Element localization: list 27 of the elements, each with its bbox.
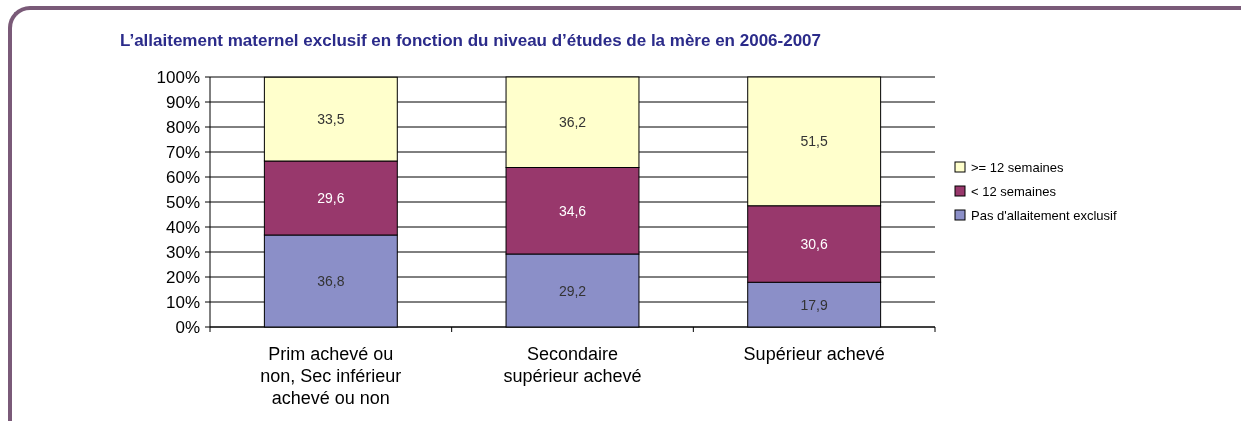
y-tick-label: 50%	[165, 193, 200, 212]
y-tick-label: 90%	[165, 93, 200, 112]
y-tick-label: 100%	[156, 68, 200, 87]
chart-title: L’allaitement maternel exclusif en fonction du niveau d’études de la mère en 2006-2007	[120, 31, 822, 50]
data-label: 30,6	[800, 236, 828, 252]
legend-label: < 12 semaines	[971, 184, 1057, 199]
data-label: 36,8	[317, 273, 345, 289]
data-label: 51,5	[800, 133, 828, 150]
data-label: 34,6	[558, 202, 587, 219]
data-label: 36,2	[558, 114, 587, 131]
y-tick-label: 20%	[165, 268, 200, 287]
y-tick-label: 60%	[165, 168, 200, 187]
x-tick-label: Secondaire supérieur achevé	[503, 344, 642, 386]
legend-label: Pas d'allaitement exclusif	[971, 208, 1117, 223]
data-label: 17,9	[800, 296, 828, 313]
legend-label: >= 12 semaines	[971, 160, 1064, 175]
x-tick-label: Supérieur achevé	[743, 344, 885, 364]
y-tick-label: 70%	[165, 143, 200, 162]
x-tick-label: Prim achevé ou non, Sec inférieur achevé ou non	[260, 344, 402, 408]
y-tick-label: 40%	[165, 218, 200, 237]
data-label: 33,5	[317, 111, 345, 128]
y-tick-label: 10%	[165, 293, 200, 312]
y-tick-label: 30%	[165, 243, 200, 262]
y-tick-label: 0%	[175, 318, 200, 337]
y-tick-label: 80%	[165, 118, 200, 137]
data-label: 29,6	[317, 190, 345, 206]
data-label: 29,2	[558, 282, 587, 299]
